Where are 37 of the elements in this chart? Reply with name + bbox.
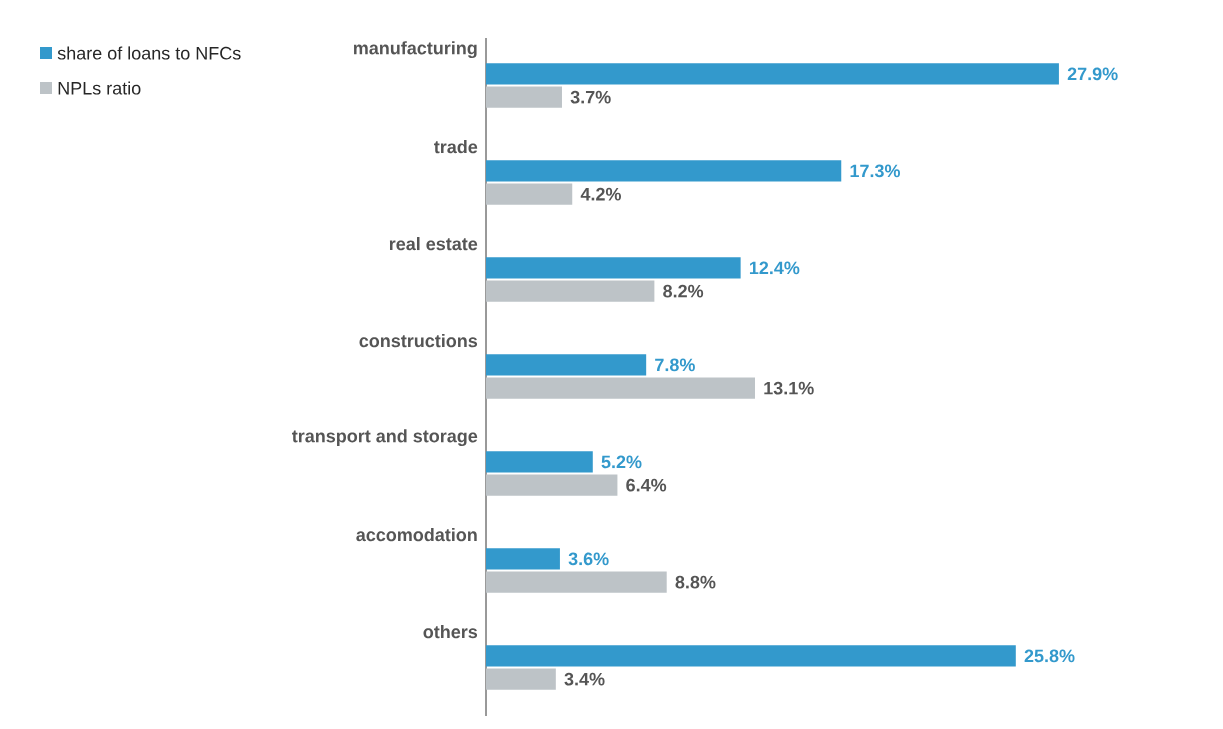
data-label: 8.8%: [675, 575, 716, 589]
bar: [486, 474, 618, 496]
bar: [486, 571, 667, 593]
data-label: 6.4%: [626, 478, 667, 492]
bar: [486, 257, 741, 279]
y-tick-label: real estate: [389, 237, 478, 251]
data-label: 3.7%: [570, 90, 611, 104]
bar: [486, 548, 560, 570]
data-label: 5.2%: [601, 455, 642, 469]
y-tick-label: accomodation: [356, 528, 477, 542]
data-label: 25.8%: [1024, 649, 1075, 663]
y-tick-label: manufacturing: [353, 41, 477, 59]
legend-label: share of loans to NFCs: [57, 46, 241, 60]
y-tick-label: trade: [434, 140, 478, 154]
bar: [486, 668, 556, 690]
bar: [486, 645, 1016, 667]
y-tick-label: constructions: [359, 334, 478, 348]
data-label: 4.2%: [580, 187, 621, 201]
bar: [486, 451, 593, 473]
data-label: 7.8%: [655, 358, 695, 372]
legend-label: NPLs ratio: [58, 81, 141, 95]
bar: [486, 86, 562, 108]
bar: [486, 354, 647, 376]
data-label: 12.4%: [749, 261, 800, 275]
data-label: 13.1%: [764, 381, 814, 395]
bar: [486, 63, 1059, 85]
data-label: 3.6%: [568, 552, 609, 566]
data-label: 3.4%: [564, 672, 605, 686]
bar: [486, 377, 756, 399]
bar: [486, 183, 573, 205]
bar: [486, 280, 655, 302]
y-tick-label: others: [423, 625, 478, 639]
data-label: 17.3%: [850, 164, 901, 178]
data-label: 8.2%: [663, 284, 704, 298]
data-label: 27.9%: [1067, 67, 1118, 81]
y-tick-label: transport and storage: [291, 429, 478, 447]
bar: [486, 160, 842, 182]
